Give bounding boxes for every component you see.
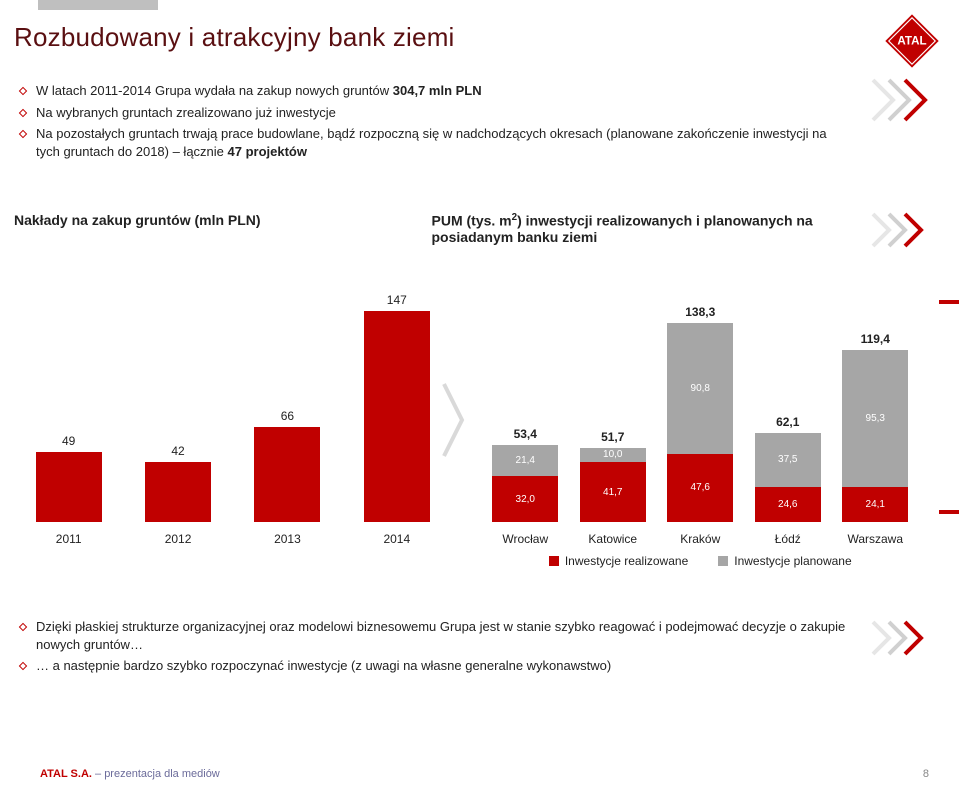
chart-titles: Nakłady na zakup gruntów (mln PLN) PUM (… [14,212,849,245]
bar-total-label: 53,4 [514,427,537,441]
bar-value-label: 147 [387,293,407,307]
bar-segment-realised: 32,0 [492,476,558,522]
chevron-decor-icon [871,212,941,248]
side-tick [939,510,959,514]
bar-segment-planned: 21,4 [492,445,558,476]
chart1-title: Nakłady na zakup gruntów (mln PLN) [14,212,432,245]
chart-naklady: 49 42 66 147 2011201220132014 [14,260,452,560]
page-number: 8 [923,768,929,780]
charts-row: 4942661472011201220132014 53,421,432,051… [14,260,919,560]
bullet-text: Dzięki płaskiej strukturze organizacyjne… [36,618,849,653]
footer-company: ATAL S.A. [40,768,92,780]
diamond-bullet-icon [19,108,27,116]
bullet-item: … a następnie bardzo szybko rozpoczynać … [14,657,849,675]
axis-label: 2012 [123,532,232,546]
outro-bullets: Dzięki płaskiej strukturze organizacyjne… [14,618,849,679]
bar-value-label: 42 [171,444,184,458]
legend-item: Inwestycje realizowane [549,554,688,568]
axis-label: 2013 [233,532,342,546]
axis-label: 2011 [14,532,123,546]
legend-swatch [718,556,728,566]
axis-label: Warszawa [832,532,920,546]
bullet-text: Na wybranych gruntach zrealizowano już i… [36,104,336,122]
axis-label: Katowice [569,532,657,546]
intro-bullets: W latach 2011-2014 Grupa wydała na zakup… [14,82,849,164]
bar-total-label: 138,3 [685,305,715,319]
stacked-bar: 62,1 37,524,6 [744,415,832,522]
chart-pum: 53,421,432,051,710,041,7138,390,847,662,… [482,260,920,560]
footer-subtitle: – prezentacja dla mediów [95,768,220,780]
axis-label: Łódź [744,532,832,546]
legend-label: Inwestycje realizowane [565,554,688,568]
logo-atal: ATAL [883,12,941,70]
chevron-decor-icon [871,78,941,122]
bar-segment-realised: 47,6 [667,454,733,522]
bar-segment [364,311,430,522]
axis-label: Wrocław [482,532,570,546]
bar: 147 [342,293,451,522]
stacked-bar: 119,4 95,324,1 [832,332,920,522]
bar: 42 [123,444,232,522]
bar: 49 [14,434,123,522]
footer: ATAL S.A. – prezentacja dla mediów 8 [40,768,929,780]
bar-value-label: 49 [62,434,75,448]
axis-label: Kraków [657,532,745,546]
bar-segment-planned: 95,3 [842,350,908,487]
bullet-text: W latach 2011-2014 Grupa wydała na zakup… [36,82,482,100]
stacked-bar: 51,7 10,041,7 [569,430,657,522]
diamond-bullet-icon [19,130,27,138]
bar-total-label: 51,7 [601,430,624,444]
legend-label: Inwestycje planowane [734,554,851,568]
bullet-item: Na pozostałych gruntach trwają prace bud… [14,125,849,160]
chevron-decor-icon [871,620,941,656]
stacked-bar: 138,3 90,847,6 [657,305,745,522]
chart2-title: PUM (tys. m2) inwestycji realizowanych i… [432,212,850,245]
stacked-bar: 53,4 21,432,0 [482,427,570,522]
bullet-text: Na pozostałych gruntach trwają prace bud… [36,125,849,160]
bar: 66 [233,409,342,522]
diamond-bullet-icon [19,662,27,670]
axis-label: 2014 [342,532,451,546]
legend: Inwestycje realizowane Inwestycje planowa… [482,554,920,568]
bar-segment-realised: 24,6 [755,487,821,522]
bar-total-label: 119,4 [861,332,890,346]
bullet-item: W latach 2011-2014 Grupa wydała na zakup… [14,82,849,100]
legend-swatch [549,556,559,566]
bar-segment-planned: 37,5 [755,433,821,487]
bar-segment-realised: 41,7 [580,462,646,522]
diamond-bullet-icon [19,623,27,631]
bar-segment [254,427,320,522]
bullet-text: … a następnie bardzo szybko rozpoczynać … [36,657,611,675]
top-accent [38,0,158,10]
svg-text:ATAL: ATAL [897,34,926,47]
legend-item: Inwestycje planowane [718,554,851,568]
bar-segment [145,462,211,522]
bar-total-label: 62,1 [776,415,799,429]
bar-segment-planned: 10,0 [580,448,646,462]
bullet-item: Na wybranych gruntach zrealizowano już i… [14,104,849,122]
page-title: Rozbudowany i atrakcyjny bank ziemi [14,22,455,53]
arrow-icon [440,380,466,460]
diamond-bullet-icon [19,87,27,95]
bar-value-label: 66 [281,409,294,423]
bar-segment-realised: 24,1 [842,487,908,522]
bar-segment-planned: 90,8 [667,323,733,454]
bar-segment [36,452,102,522]
side-tick [939,300,959,304]
bullet-item: Dzięki płaskiej strukturze organizacyjne… [14,618,849,653]
